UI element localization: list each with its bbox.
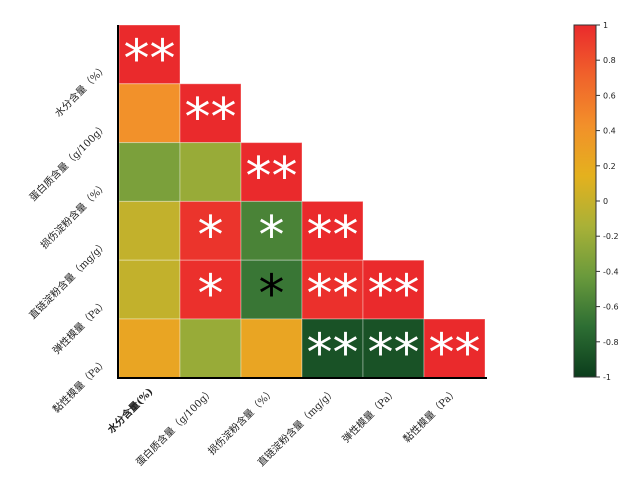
heatmap-cell-r2-c2: [240, 142, 303, 202]
x-label-5: 黏性模量（Pa）: [400, 385, 460, 445]
significance-mark-r0-c0: **: [124, 29, 176, 89]
significance-mark-r4-c4: **: [368, 265, 420, 325]
heatmap-cell-r2-c0: [118, 142, 181, 202]
y-label-0: 水分含量（%）: [52, 61, 110, 119]
y-label-5: 黏性模量（Pa）: [50, 355, 110, 415]
significance-mark-r5-c3: **: [307, 323, 359, 383]
colorbar-gradient: [573, 24, 597, 378]
colorbar-ticks: 1 0.8 0.6 0.4 0.2 0 -0.2 -0.4 -0.6 -0.8 -1: [596, 21, 619, 382]
colorbar-tick-label-7: -0.4: [603, 267, 619, 276]
significance-mark-r5-c5: **: [429, 323, 481, 383]
colorbar-tick-label-6: -0.2: [603, 232, 619, 241]
significance-mark-r4-c3: **: [307, 265, 359, 325]
heatmap-cell-r1-c1: [179, 83, 242, 144]
heatmap-cell-r4-c3: [301, 259, 364, 320]
heatmap-cell-r5-c2: [240, 318, 303, 379]
heatmap-cell-r5-c5: [423, 318, 486, 379]
colorbar-tick-label-5: 0: [603, 197, 608, 206]
x-label-2: 损伤淀粉含量（%）: [205, 385, 277, 457]
significance-mark-r1-c1: **: [185, 88, 237, 148]
colorbar-tick-label-1: 0.8: [603, 56, 616, 65]
colorbar-tick-label-8: -0.6: [603, 303, 619, 312]
heatmap-cell-r3-c1: [179, 200, 242, 261]
heatmap-cell-r4-c1: [179, 259, 242, 320]
significance-mark-r2-c2: **: [246, 147, 298, 207]
heatmap-cell-r1-c0: [118, 83, 181, 144]
x-label-4: 弹性模量（Pa）: [339, 385, 399, 445]
heatmap-cell-r3-c0: [118, 200, 181, 261]
colorbar-tick-label-3: 0.4: [603, 127, 616, 136]
heatmap-cell-r0-c0: [118, 24, 181, 85]
significance-mark-r3-c2: *: [259, 206, 285, 266]
colorbar-tick-label-2: 0.6: [603, 91, 616, 100]
y-label-4: 弹性模量（Pa）: [50, 297, 110, 357]
heatmap-cell-r2-c1: [179, 142, 242, 202]
colorbar-tick-label-0: 1: [603, 21, 608, 30]
heatmap-cells: [118, 24, 486, 379]
heatmap-cell-r5-c0: [118, 318, 181, 379]
significance-mark-r3-c3: **: [307, 206, 359, 266]
significance-mark-r5-c4: **: [368, 323, 420, 383]
colorbar-tick-label-10: -1: [603, 373, 611, 382]
significance-mark-r4-c1: *: [198, 265, 224, 325]
heatmap-cell-r5-c3: [301, 318, 364, 379]
colorbar-tick-label-4: 0.2: [603, 162, 616, 171]
axes: [117, 25, 487, 379]
heatmap-cell-r3-c2: [240, 200, 303, 261]
colorbar-tick-label-9: -0.8: [603, 338, 619, 347]
x-label-0: 水分含量(%): [104, 385, 156, 437]
heatmap-cell-r3-c3: [301, 200, 364, 261]
x-axis-labels: 水分含量(%)蛋白质含量（g/100g）损伤淀粉含量（%）直链淀粉含量（mg/g…: [104, 385, 461, 469]
significance-mark-r4-c2: *: [259, 265, 285, 325]
heatmap-cell-r5-c1: [179, 318, 242, 379]
heatmap-cell-r4-c0: [118, 259, 181, 320]
significance-marks: ******* * *** * ** **** ** **: [124, 29, 481, 383]
y-axis-labels: 水分含量（%）蛋白质含量（g/100g）损伤淀粉含量（%）直链淀粉含量（mg/g…: [26, 61, 110, 415]
colorbar: [573, 24, 597, 378]
heatmap-cell-r5-c4: [362, 318, 425, 379]
significance-mark-r3-c1: *: [198, 206, 224, 266]
